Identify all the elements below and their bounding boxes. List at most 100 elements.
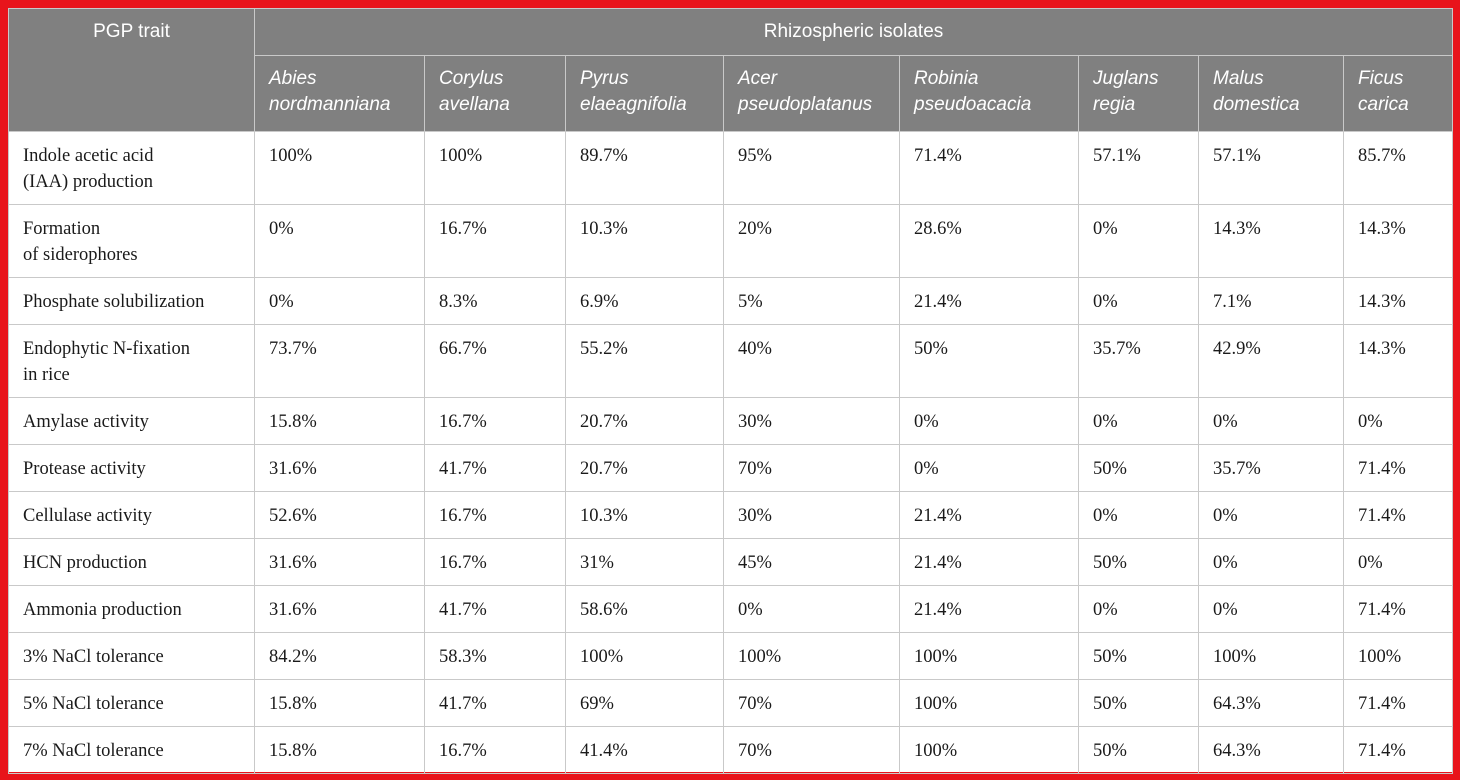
species-header: Pyrus elaeagnifolia (565, 55, 724, 132)
value-cell: 100% (1198, 632, 1344, 680)
value-cell: 28.6% (899, 204, 1079, 278)
value-cell: 70% (723, 726, 900, 774)
value-cell: 100% (899, 632, 1079, 680)
value-cell: 21.4% (899, 491, 1079, 539)
value-cell: 20.7% (565, 444, 724, 492)
table-row: Protease activity 31.6% 41.7% 20.7% 70% … (8, 444, 1454, 492)
trait-cell: Cellulase activity (8, 491, 255, 539)
value-cell: 0% (1078, 491, 1199, 539)
value-cell: 40% (723, 324, 900, 398)
trait-cell: 3% NaCl tolerance (8, 632, 255, 680)
value-cell: 73.7% (254, 324, 425, 398)
table-row: HCN production 31.6% 16.7% 31% 45% 21.4%… (8, 538, 1454, 586)
value-cell: 20% (723, 204, 900, 278)
value-cell: 64.3% (1198, 726, 1344, 774)
value-cell: 50% (1078, 679, 1199, 727)
value-cell: 14.3% (1342, 204, 1454, 278)
value-cell: 35.7% (1078, 324, 1199, 398)
value-cell: 64.3% (1198, 679, 1344, 727)
trait-cell: Indole acetic acid (IAA) production (8, 131, 255, 205)
value-cell: 0% (1198, 397, 1344, 445)
value-cell: 30% (723, 397, 900, 445)
table-row: Endophytic N-fixation in rice 73.7% 66.7%… (8, 324, 1454, 398)
value-cell: 0% (1342, 397, 1454, 445)
value-cell: 89.7% (565, 131, 724, 205)
value-cell: 50% (1078, 632, 1199, 680)
table-row: Formation of siderophores 0% 16.7% 10.3% … (8, 204, 1454, 278)
value-cell: 58.3% (424, 632, 566, 680)
pgp-traits-table: PGP trait Rhizospheric isolates Abies nor… (8, 8, 1454, 774)
value-cell: 100% (723, 632, 900, 680)
value-cell: 16.7% (424, 204, 566, 278)
species-header: Malus domestica (1198, 55, 1344, 132)
value-cell: 0% (1078, 277, 1199, 325)
value-cell: 50% (1078, 726, 1199, 774)
value-cell: 0% (1198, 538, 1344, 586)
value-cell: 0% (1078, 585, 1199, 633)
value-cell: 10.3% (565, 491, 724, 539)
value-cell: 57.1% (1078, 131, 1199, 205)
trait-cell: Amylase activity (8, 397, 255, 445)
value-cell: 5% (723, 277, 900, 325)
value-cell: 21.4% (899, 277, 1079, 325)
value-cell: 21.4% (899, 538, 1079, 586)
value-cell: 41.7% (424, 444, 566, 492)
table-row: Cellulase activity 52.6% 16.7% 10.3% 30%… (8, 491, 1454, 539)
value-cell: 16.7% (424, 538, 566, 586)
value-cell: 100% (424, 131, 566, 205)
value-cell: 100% (1342, 632, 1454, 680)
species-header: Ficus carica (1342, 55, 1454, 132)
value-cell: 100% (254, 131, 425, 205)
trait-cell: Endophytic N-fixation in rice (8, 324, 255, 398)
value-cell: 100% (565, 632, 724, 680)
value-cell: 15.8% (254, 726, 425, 774)
value-cell: 71.4% (1342, 679, 1454, 727)
value-cell: 0% (1198, 585, 1344, 633)
table-row: Indole acetic acid (IAA) production 100% … (8, 131, 1454, 205)
value-cell: 0% (1078, 397, 1199, 445)
pgp-trait-header: PGP trait (8, 8, 255, 132)
value-cell: 58.6% (565, 585, 724, 633)
trait-cell: Protease activity (8, 444, 255, 492)
value-cell: 31.6% (254, 538, 425, 586)
value-cell: 0% (899, 444, 1079, 492)
value-cell: 16.7% (424, 397, 566, 445)
value-cell: 41.7% (424, 679, 566, 727)
value-cell: 70% (723, 444, 900, 492)
species-header: Abies nordmanniana (254, 55, 425, 132)
table-row: Ammonia production 31.6% 41.7% 58.6% 0% … (8, 585, 1454, 633)
value-cell: 50% (1078, 538, 1199, 586)
value-cell: 21.4% (899, 585, 1079, 633)
table-row: Phosphate solubilization 0% 8.3% 6.9% 5%… (8, 277, 1454, 325)
species-header: Robinia pseudoacacia (899, 55, 1079, 132)
value-cell: 16.7% (424, 491, 566, 539)
value-cell: 0% (899, 397, 1079, 445)
value-cell: 70% (723, 679, 900, 727)
trait-cell: 7% NaCl tolerance (8, 726, 255, 774)
value-cell: 57.1% (1198, 131, 1344, 205)
value-cell: 52.6% (254, 491, 425, 539)
value-cell: 50% (1078, 444, 1199, 492)
value-cell: 14.3% (1342, 277, 1454, 325)
value-cell: 100% (899, 679, 1079, 727)
value-cell: 16.7% (424, 726, 566, 774)
value-cell: 30% (723, 491, 900, 539)
value-cell: 0% (723, 585, 900, 633)
value-cell: 6.9% (565, 277, 724, 325)
value-cell: 31.6% (254, 585, 425, 633)
value-cell: 71.4% (899, 131, 1079, 205)
value-cell: 15.8% (254, 679, 425, 727)
value-cell: 42.9% (1198, 324, 1344, 398)
value-cell: 66.7% (424, 324, 566, 398)
value-cell: 85.7% (1342, 131, 1454, 205)
species-header: Corylus avellana (424, 55, 566, 132)
table-row: 3% NaCl tolerance 84.2% 58.3% 100% 100% … (8, 632, 1454, 680)
value-cell: 0% (254, 277, 425, 325)
value-cell: 71.4% (1342, 585, 1454, 633)
trait-cell: HCN production (8, 538, 255, 586)
species-header: Juglans regia (1078, 55, 1199, 132)
value-cell: 41.4% (565, 726, 724, 774)
table-row: 7% NaCl tolerance 15.8% 16.7% 41.4% 70% … (8, 726, 1454, 774)
value-cell: 10.3% (565, 204, 724, 278)
